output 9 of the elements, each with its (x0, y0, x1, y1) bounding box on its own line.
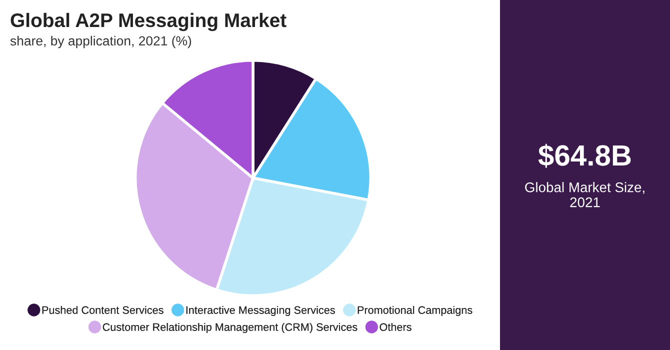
legend-label: Promotional Campaigns (358, 306, 472, 316)
text: Global Market Size, 2021 (525, 182, 644, 208)
chart-title: Global A2P Messaging Market (10, 12, 286, 32)
legend-label: Others (380, 322, 412, 331)
legend-label: Customer Relationship Management (CRM) Services (102, 322, 358, 334)
text: $64.8B (538, 144, 631, 168)
chart-subtitle: share, by application, 2021 (%) (10, 36, 192, 48)
legend-label: Interactive Messaging Services (186, 306, 335, 316)
legend-label: Pushed Content Services (42, 306, 164, 314)
